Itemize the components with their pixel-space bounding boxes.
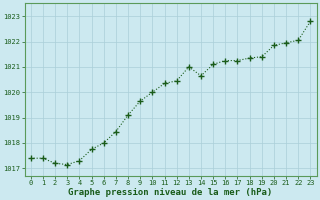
X-axis label: Graphe pression niveau de la mer (hPa): Graphe pression niveau de la mer (hPa): [68, 188, 273, 197]
